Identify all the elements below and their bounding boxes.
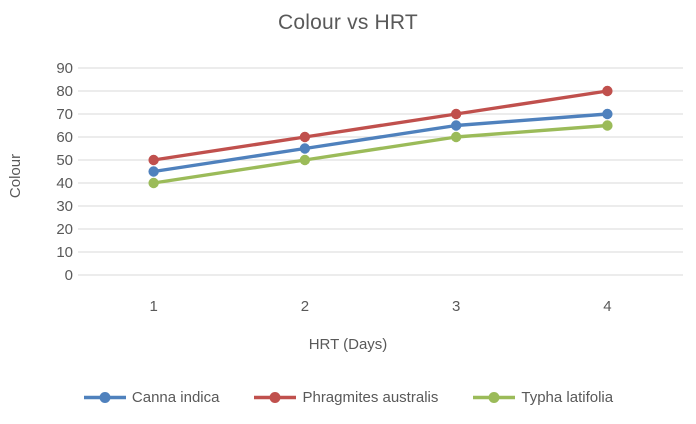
- y-tick-label: 50: [56, 152, 73, 169]
- legend-label: Typha latifolia: [521, 389, 614, 406]
- chart-title: Colour vs HRT: [278, 11, 418, 34]
- data-point-marker: [299, 131, 311, 143]
- data-point-marker: [148, 177, 159, 189]
- legend-label: Phragmites australis: [302, 389, 439, 406]
- data-point-marker: [299, 154, 311, 166]
- legend-marker-icon: [473, 392, 516, 403]
- data-point-marker: [148, 154, 159, 166]
- x-tick-label: 1: [149, 298, 157, 315]
- y-tick-label: 60: [56, 129, 73, 146]
- legend-item: Canna indica: [83, 389, 220, 406]
- y-tick-label: 80: [56, 83, 73, 100]
- y-tick-label: 10: [56, 244, 73, 261]
- data-point-marker: [148, 166, 159, 177]
- legend-item: Phragmites australis: [253, 389, 438, 406]
- x-tick-label: 4: [603, 298, 611, 315]
- y-tick-label: 30: [56, 198, 73, 215]
- data-point-marker: [450, 120, 462, 131]
- y-axis-title: Colour: [7, 153, 24, 199]
- legend: Canna indica Phragmites australis Typha la…: [0, 389, 696, 406]
- data-point-marker: [450, 108, 462, 120]
- legend-item: Typha latifolia: [472, 389, 613, 406]
- legend-marker-icon: [254, 392, 297, 403]
- y-tick-label: 20: [56, 221, 73, 238]
- y-tick-label: 40: [56, 175, 73, 192]
- y-tick-label: 70: [56, 106, 73, 123]
- data-point-marker: [602, 108, 613, 120]
- x-axis-title: HRT (Days): [308, 336, 388, 353]
- data-point-marker: [299, 143, 311, 154]
- x-tick-label: 3: [452, 298, 460, 315]
- legend-marker-icon: [83, 392, 126, 403]
- data-point-marker: [602, 85, 613, 97]
- data-point-marker: [450, 131, 462, 143]
- series-line: [151, 112, 610, 174]
- data-point-marker: [602, 120, 613, 131]
- series-line: [151, 89, 610, 162]
- y-tick-label: 0: [65, 267, 73, 284]
- y-tick-label: 90: [56, 60, 73, 77]
- x-tick-label: 2: [301, 298, 309, 315]
- series-line: [151, 123, 610, 185]
- legend-label: Canna indica: [131, 389, 220, 406]
